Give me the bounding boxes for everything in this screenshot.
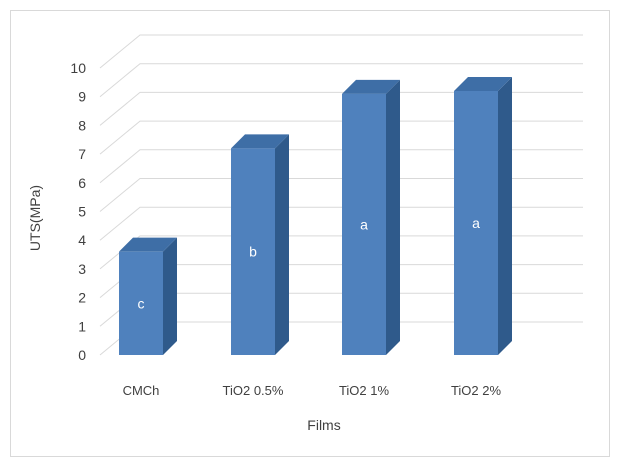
gridline <box>99 120 583 155</box>
gridline <box>99 178 583 212</box>
y-tick-label: 0 <box>78 347 86 363</box>
bar-side <box>275 134 289 355</box>
y-tick-label: 7 <box>78 146 86 162</box>
y-tick-label: 10 <box>70 60 86 76</box>
y-tick-label: 9 <box>78 89 86 105</box>
gridline <box>99 235 583 270</box>
bar-top <box>119 237 177 252</box>
bar-side <box>498 76 512 356</box>
grid-layer <box>99 34 583 356</box>
x-tick-label: TiO2 1% <box>339 383 390 398</box>
y-tick-label: 5 <box>78 204 86 220</box>
bar-top <box>231 134 289 149</box>
y-tick-label: 8 <box>78 117 86 133</box>
y-axis-ticks: 0 1 2 3 4 5 6 7 8 9 10 <box>70 60 86 363</box>
gridline <box>99 206 583 241</box>
bar-top <box>342 79 400 94</box>
bar: b <box>231 134 289 355</box>
gridline <box>99 34 583 69</box>
y-axis-title: UTS(MPa) <box>27 185 43 251</box>
bar-data-label: a <box>360 216 368 232</box>
bar-front <box>231 148 275 355</box>
x-tick-label: TiO2 0.5% <box>223 383 284 398</box>
gridline <box>99 91 583 126</box>
y-tick-label: 1 <box>78 318 86 334</box>
x-tick-label: CMCh <box>123 383 160 398</box>
bar-data-label: a <box>472 215 480 231</box>
bar-data-label: b <box>249 244 257 260</box>
bar: a <box>454 76 512 356</box>
bar-front <box>119 251 163 355</box>
bar: a <box>342 79 400 355</box>
x-tick-label: TiO2 2% <box>451 383 502 398</box>
bar: c <box>119 237 177 355</box>
bar-side <box>163 237 177 355</box>
bar-top <box>454 76 512 91</box>
x-axis-ticks: CMCh TiO2 0.5% TiO2 1% TiO2 2% <box>123 383 502 398</box>
bar-front <box>342 93 386 355</box>
gridline <box>99 63 583 98</box>
bar-side <box>386 79 400 355</box>
x-axis-title: Films <box>307 417 340 433</box>
bar-front <box>454 90 498 356</box>
y-tick-label: 4 <box>78 232 86 248</box>
y-tick-label: 3 <box>78 261 86 277</box>
gridline <box>99 149 583 184</box>
bars-layer: c b a a <box>119 76 512 356</box>
y-tick-label: 2 <box>78 290 86 306</box>
bar-data-label: c <box>138 295 145 311</box>
y-tick-label: 6 <box>78 175 86 191</box>
